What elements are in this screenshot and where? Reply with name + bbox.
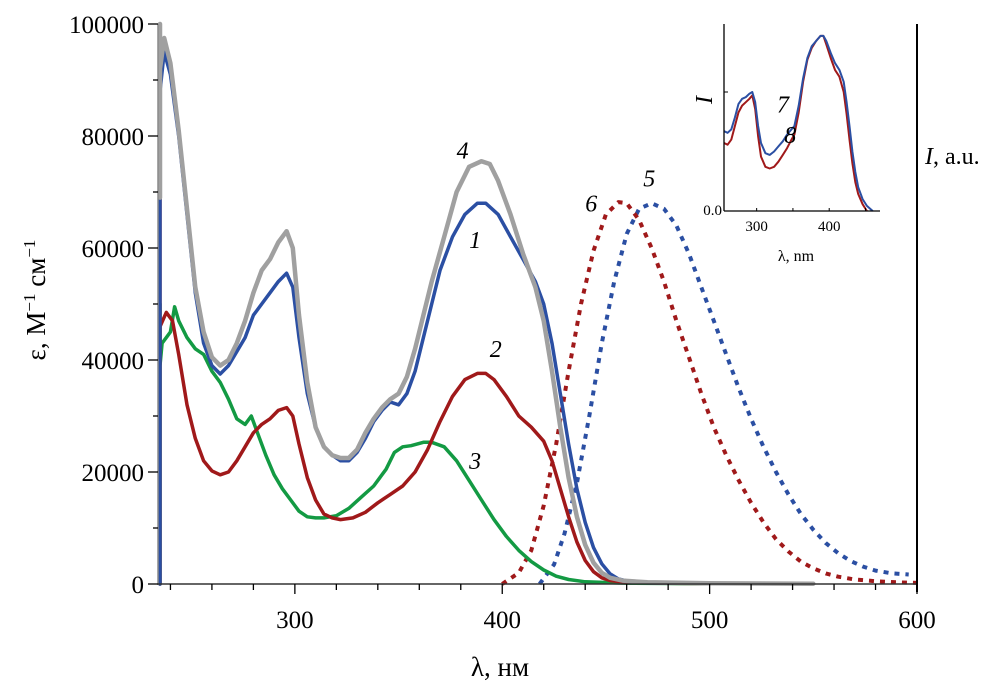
y-tick-label: 20000 bbox=[82, 460, 145, 487]
x-axis-title: λ, нм bbox=[471, 652, 529, 682]
curve-label-4: 4 bbox=[457, 138, 469, 164]
curve-6 bbox=[501, 200, 918, 586]
inset-curve-label-8: 8 bbox=[784, 123, 796, 149]
y-tick-label: 80000 bbox=[82, 124, 145, 151]
y-tick-label: 100000 bbox=[69, 12, 144, 39]
curve-label-5: 5 bbox=[643, 166, 655, 192]
inset-y-axis-title: I bbox=[692, 95, 718, 105]
curve-label-3: 3 bbox=[468, 449, 481, 475]
right-axis-title: I, a.u. bbox=[924, 144, 980, 170]
curve-3 bbox=[158, 302, 712, 586]
x-tick-label: 500 bbox=[691, 607, 729, 634]
main-plot-curves: 1 2 3 4 5 6 bbox=[157, 21, 918, 586]
y-tick-label: 60000 bbox=[82, 236, 145, 263]
inset-curve-8 bbox=[723, 34, 868, 212]
x-tick-label: 600 bbox=[898, 607, 936, 634]
inset-plot: 7 8 300 400 0.0 Iλ, nm bbox=[692, 24, 880, 265]
curve-5 bbox=[537, 201, 909, 586]
curve-1 bbox=[158, 50, 816, 586]
curve-2 bbox=[158, 190, 753, 586]
curve-label-6: 6 bbox=[585, 192, 597, 218]
x-tick-label: 300 bbox=[276, 607, 314, 634]
inset-x-tick-label: 400 bbox=[818, 219, 841, 235]
inset-x-tick-label: 300 bbox=[745, 219, 768, 235]
inset-curve-label-7: 7 bbox=[777, 92, 790, 118]
inset-curve-7 bbox=[723, 34, 874, 212]
curve-label-2: 2 bbox=[490, 337, 502, 363]
inset-y-tick-label: 0.0 bbox=[703, 203, 722, 219]
inset-x-axis-title: λ, nm bbox=[778, 248, 815, 265]
x-tick-label: 400 bbox=[483, 607, 521, 634]
curve-label-1: 1 bbox=[469, 228, 481, 254]
curve-4 bbox=[157, 21, 816, 586]
y-axis-title: ε, M−1 см−1 bbox=[20, 240, 51, 361]
y-tick-label: 40000 bbox=[82, 348, 145, 375]
main-plot-axes: 0 20000 40000 60000 80000 100000 300 400 500 600 bbox=[69, 12, 936, 634]
y-tick-label: 0 bbox=[132, 572, 145, 599]
